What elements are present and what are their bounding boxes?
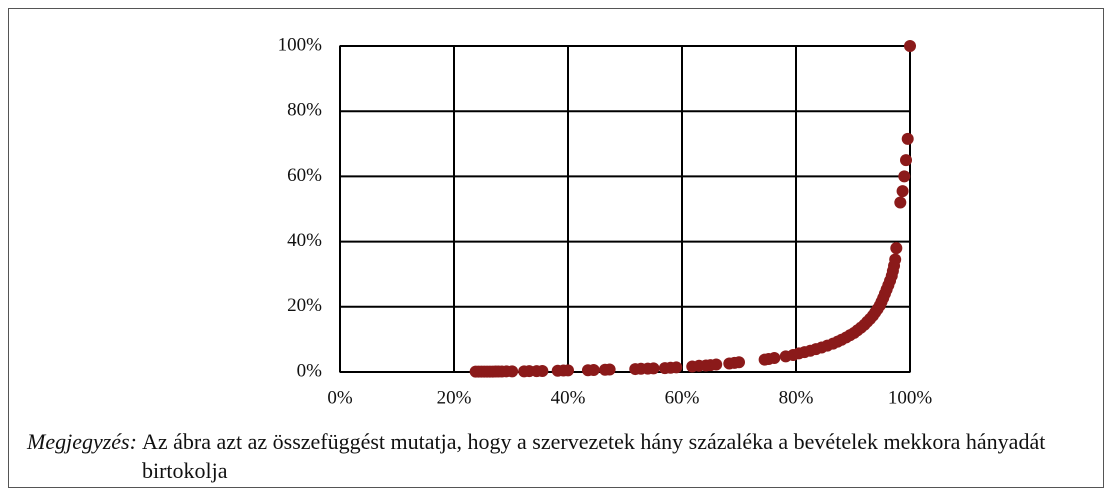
frame — [8, 8, 1104, 488]
x-tick-label: 100% — [888, 387, 933, 408]
plot-border — [339, 45, 911, 373]
y-tick-label: 60% — [287, 165, 322, 186]
point — [603, 363, 616, 376]
point — [901, 132, 914, 145]
point — [890, 242, 903, 255]
point — [894, 196, 907, 209]
y-tick-label: 40% — [287, 230, 322, 251]
chart: 0% 20% 40% 60% 80% 100% 0% 20% 40% 60% 80% 100% — [278, 34, 933, 408]
x-tick-label: 20% — [437, 387, 472, 408]
y-tick-label: 0% — [297, 360, 323, 381]
y-tick-label: 100% — [278, 34, 323, 55]
y-tick-label: 20% — [287, 295, 322, 316]
point — [647, 362, 660, 375]
note: Megjegyzés: Az ábra azt az összefüggést … — [27, 427, 1087, 485]
point — [900, 154, 913, 167]
x-tick-label: 80% — [779, 387, 814, 408]
point — [506, 365, 519, 378]
x-tick-label: 40% — [551, 387, 586, 408]
point — [536, 365, 549, 378]
point — [710, 358, 723, 371]
point — [587, 364, 600, 377]
x-tick-label: 0% — [327, 387, 353, 408]
point — [733, 356, 745, 369]
point — [768, 351, 781, 364]
note-text: Az ábra azt az összefüggést mutatja, hog… — [141, 429, 1046, 483]
y-tick-label: 80% — [287, 100, 322, 121]
point — [896, 185, 909, 198]
point — [670, 361, 683, 374]
note-label: Megjegyzés: — [27, 429, 137, 454]
point — [889, 253, 902, 266]
x-tick-label: 60% — [665, 387, 700, 408]
point — [898, 170, 911, 183]
point — [904, 40, 916, 52]
point — [562, 364, 574, 377]
